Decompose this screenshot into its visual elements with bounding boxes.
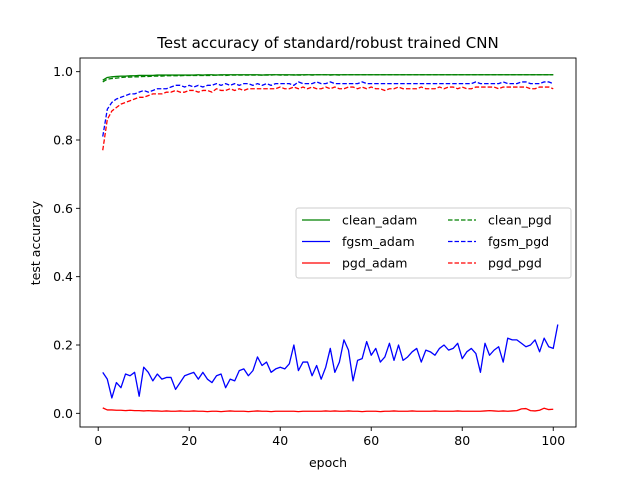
axes: 0 20 40 60 80 100 0.0 0.2 0.4 0.6 0.8 1.0 [53,57,577,448]
legend-label-fgsm_adam: fgsm_adam [342,234,415,249]
series-line-fgsm_adam [102,324,559,399]
y-tick-label: 0.4 [53,269,73,284]
legend-label-pgd_pgd: pgd_pgd [488,256,542,271]
series-line-pgd_pgd [102,86,554,151]
legend-box [295,207,572,279]
legend: clean_adam fgsm_adam pgd_adam clean_pgdfgsm… [295,207,572,279]
x-tick-label: 20 [181,433,197,448]
x-axis-label: epoch [309,455,347,470]
y-tick-label: 0.0 [53,406,73,421]
series-line-fgsm_pgd [102,81,554,137]
x-tick-label: 0 [94,433,102,448]
legend-label-fgsm_pgd: fgsm_pgd [488,234,549,249]
legend-label-clean_pgd: clean_pgd [488,213,552,228]
x-tick-label: 80 [454,433,470,448]
plot-frame [79,57,577,428]
y-tick-label: 0.2 [53,338,73,353]
legend-label-pgd_adam: pgd_adam [342,256,408,271]
y-axis-label: test accuracy [28,200,43,285]
y-tick-label: 0.6 [53,201,73,216]
series-line-clean_adam [102,74,554,81]
y-tick-label: 1.0 [53,64,73,79]
y-tick-label: 0.8 [53,133,73,148]
x-tick-label: 60 [363,433,379,448]
x-tick-label: 40 [272,433,288,448]
legend-label-clean_adam: clean_adam [342,213,417,228]
x-tick-label: 100 [541,433,565,448]
plot-lines [102,74,559,413]
chart-title: Test accuracy of standard/robust trained… [156,34,498,52]
series-line-pgd_adam [102,407,554,413]
